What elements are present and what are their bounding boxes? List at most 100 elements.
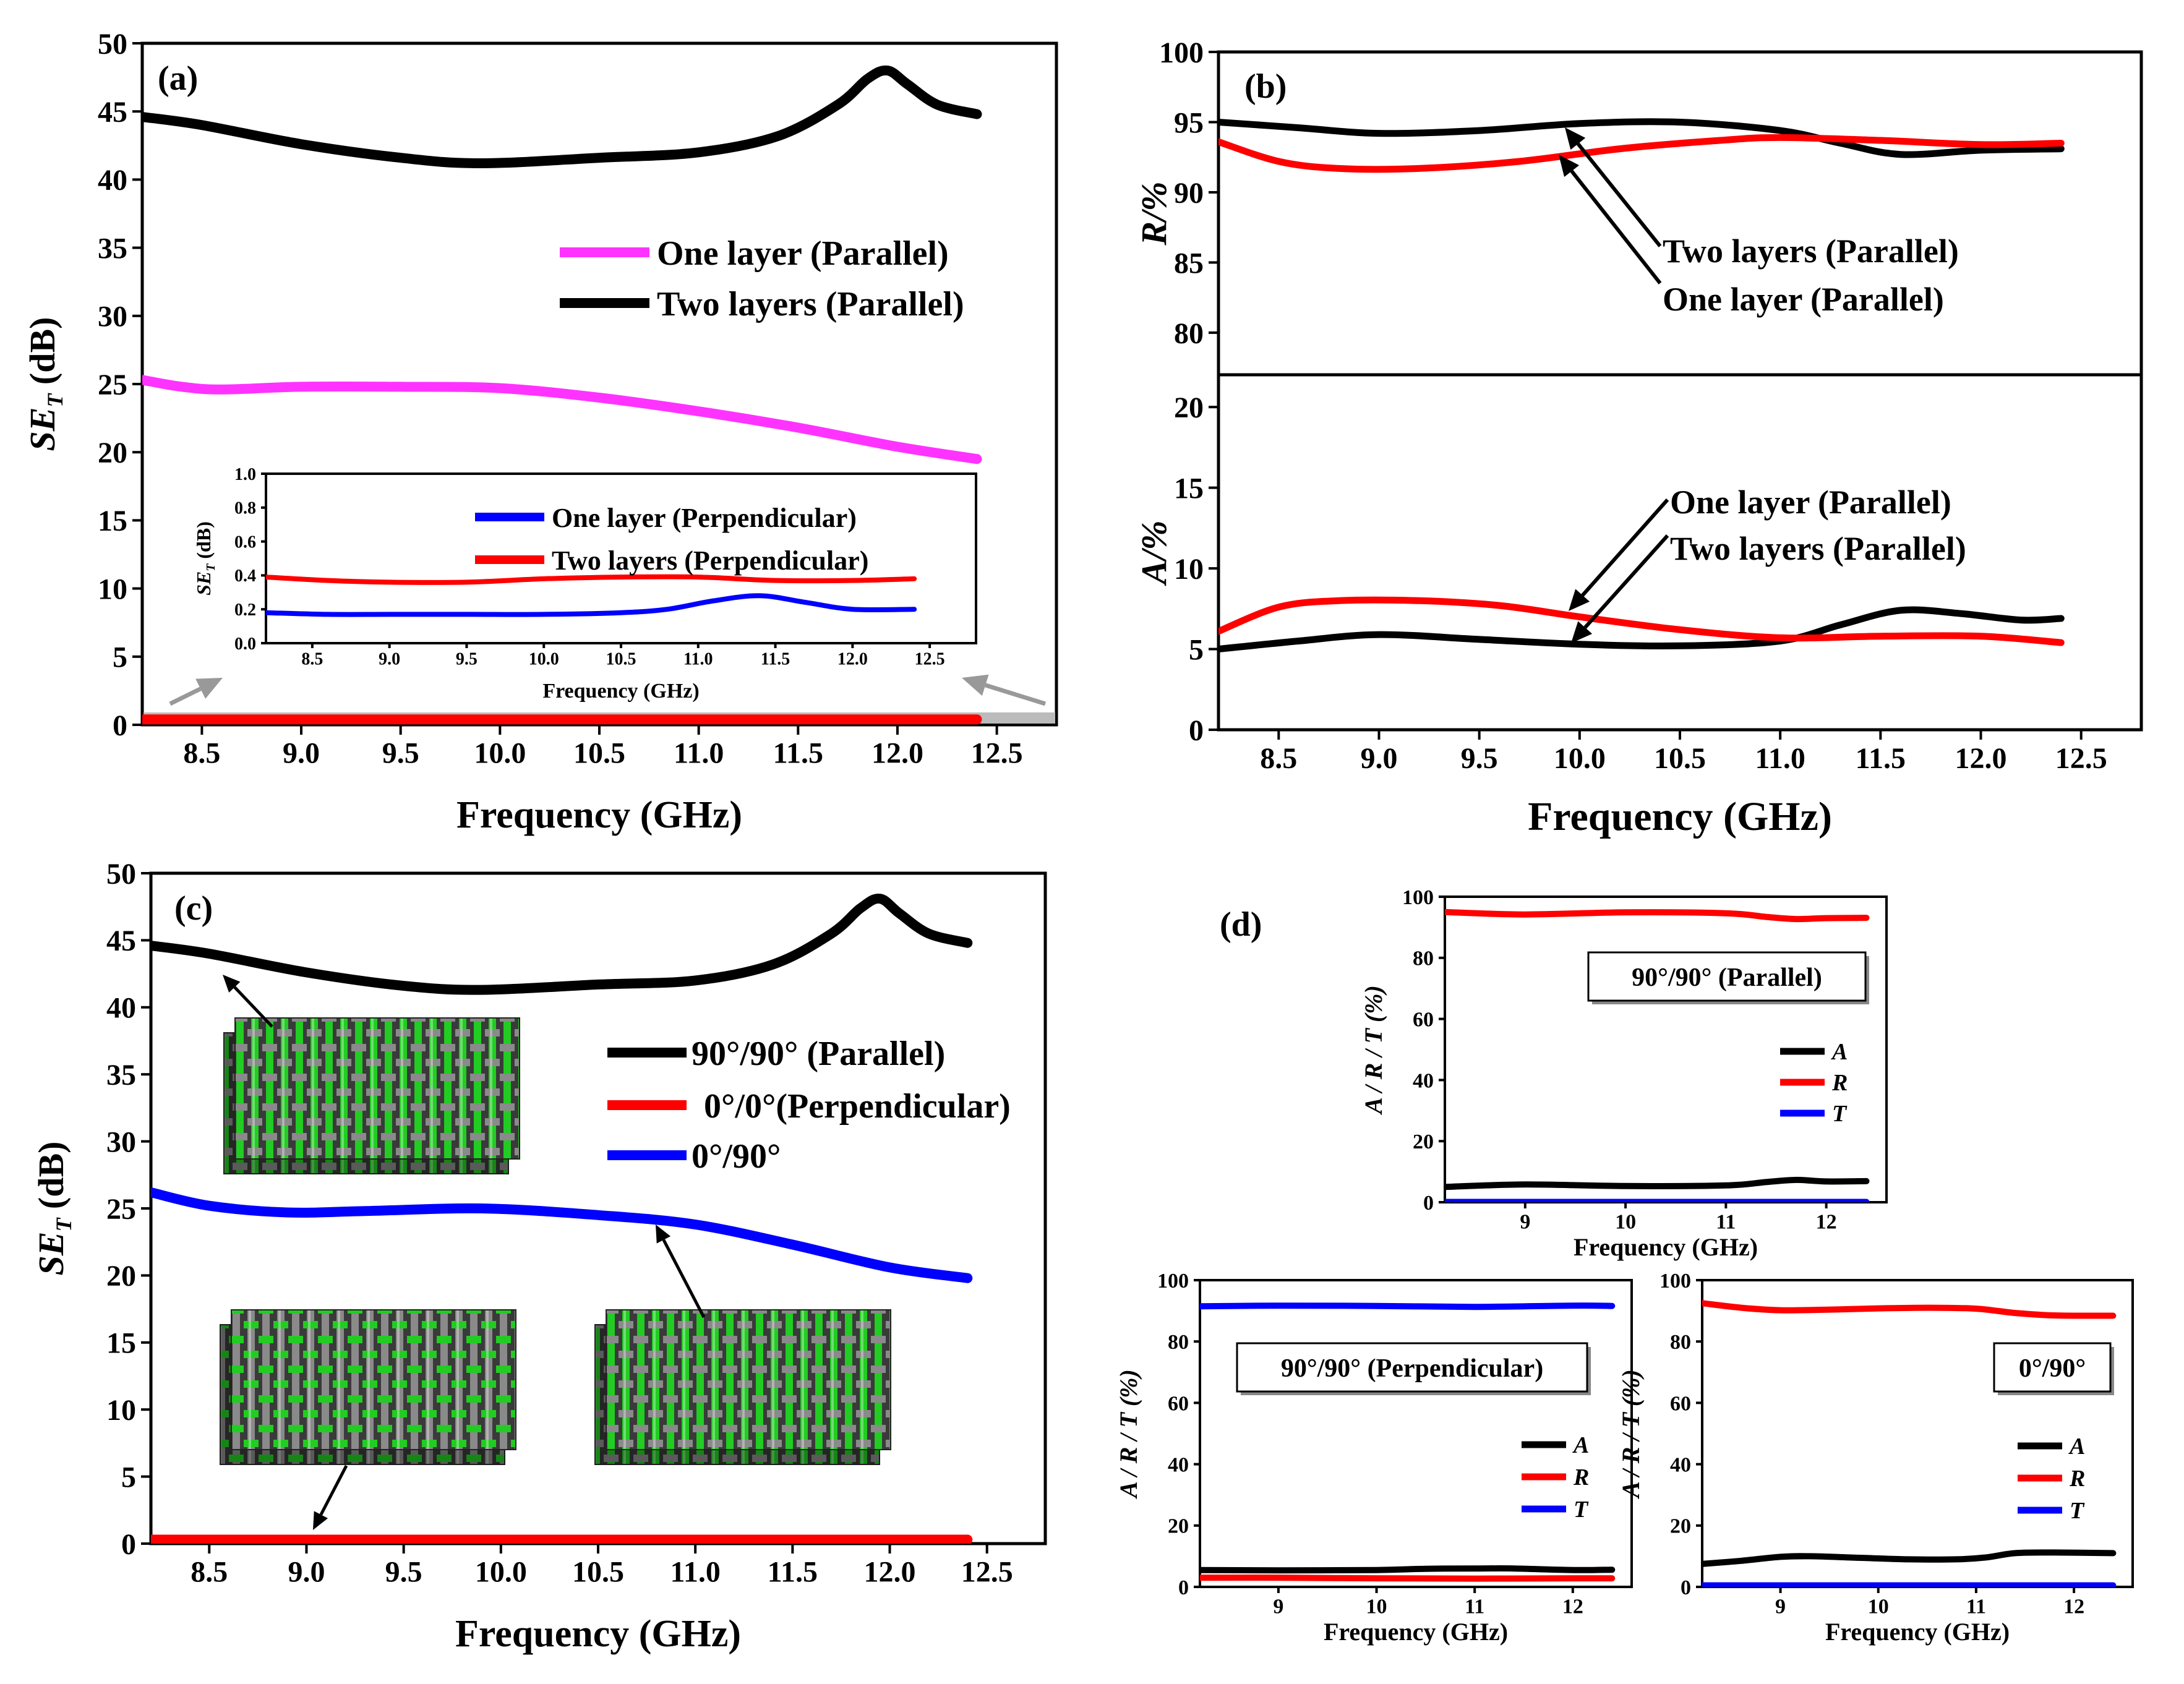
y-tick-label: 20 xyxy=(1670,1515,1691,1538)
x-tick-label: 12.0 xyxy=(864,1556,916,1589)
y-tick-label: 60 xyxy=(1670,1392,1691,1415)
x-tick-label: 11.5 xyxy=(768,1556,818,1589)
annotation-arrow-head xyxy=(1571,621,1593,643)
x-tick-label: 10 xyxy=(1615,1210,1636,1233)
y-tick-label: 20 xyxy=(1413,1131,1434,1153)
legend-label: One layer (Parallel) xyxy=(657,234,949,273)
ylabel-main: SE xyxy=(22,408,62,451)
annotation-arrow-head xyxy=(313,1511,328,1530)
y-tick-label: 20 xyxy=(1168,1515,1189,1538)
annotation-arrow-head xyxy=(1565,127,1586,150)
y-tick-label: 45 xyxy=(106,925,136,957)
panel-b-label: (b) xyxy=(1244,67,1287,106)
x-tick-label: 11 xyxy=(1465,1595,1484,1618)
x-tick-label: 12.0 xyxy=(871,737,923,770)
y-tick-label: 35 xyxy=(98,232,127,265)
y-tick-label: 90 xyxy=(1174,177,1204,210)
series-line xyxy=(1445,1176,1870,1190)
x-tick-label: 8.5 xyxy=(191,1556,228,1589)
x-tick-label: 12.5 xyxy=(971,737,1023,770)
x-tick-label: 11.5 xyxy=(761,650,790,669)
ylabel-sub: T xyxy=(204,563,218,571)
x-tick-label: 8.5 xyxy=(183,737,220,770)
series-line xyxy=(142,375,982,464)
subplot-title-box xyxy=(1993,1342,2112,1393)
series-line xyxy=(266,574,917,585)
subplot-xlabel: Frequency (GHz) xyxy=(1324,1618,1508,1646)
ylabel-unit: (dB) xyxy=(22,317,62,394)
series-line xyxy=(142,65,982,168)
annotation-arrow-head xyxy=(656,1225,671,1244)
x-tick-label: 10.0 xyxy=(474,737,526,770)
y-tick-label: 50 xyxy=(106,858,136,891)
legend-label: 90°/90° (Parallel) xyxy=(692,1035,945,1073)
ylabel-main: SE xyxy=(31,1232,71,1276)
annotation-label: One layer (Parallel) xyxy=(1670,484,1951,521)
legend-label: 0°/90° xyxy=(692,1137,781,1176)
x-tick-label: 9.0 xyxy=(283,737,320,770)
subplot-legend-label: A xyxy=(2068,1434,2085,1460)
ylabel-main: SE xyxy=(192,571,215,596)
annotation-arrow-shaft xyxy=(1570,169,1662,284)
y-tick-label: 0.8 xyxy=(234,499,256,518)
y-tick-label: 5 xyxy=(1189,634,1204,667)
y-tick-label: 100 xyxy=(1659,1270,1691,1293)
x-tick-label: 10.0 xyxy=(529,650,559,669)
subplot-frame xyxy=(1199,1279,1633,1588)
x-tick-label: 12.5 xyxy=(915,650,945,669)
y-tick-label: 5 xyxy=(113,641,127,674)
subplot-legend-label: T xyxy=(2070,1498,2085,1524)
x-tick-label: 10.5 xyxy=(606,650,636,669)
annotation-label: Two layers (Parallel) xyxy=(1670,530,1966,567)
y-tick-label: 0.4 xyxy=(234,566,256,586)
panel-d-label: (d) xyxy=(1220,905,1262,944)
y-tick-label: 10 xyxy=(1174,553,1204,586)
panel-c-ylabel: SET (dB) xyxy=(31,1142,76,1276)
x-tick-label: 9 xyxy=(1520,1210,1530,1233)
subplot-legend-label: R xyxy=(1573,1464,1589,1490)
y-tick-label: 100 xyxy=(1159,36,1204,69)
series-line xyxy=(1200,1565,1616,1574)
ylabel-unit: (dB) xyxy=(192,521,215,563)
series-line xyxy=(1218,118,2065,158)
subplot-ylabel: A / R / T (%) xyxy=(1617,1369,1645,1500)
series-line xyxy=(151,894,973,995)
inset-ylabel: SET (dB) xyxy=(192,521,218,596)
x-tick-label: 10 xyxy=(1868,1595,1889,1618)
x-tick-label: 11.0 xyxy=(1755,742,1805,775)
annotation-arrow-head xyxy=(1559,155,1580,177)
y-tick-label: 0.0 xyxy=(234,635,256,654)
x-tick-label: 8.5 xyxy=(1260,742,1297,775)
series-line xyxy=(1218,596,2065,646)
y-tick-label: 60 xyxy=(1413,1009,1434,1032)
y-tick-label: 0 xyxy=(1681,1576,1691,1599)
annotation-arrow-head xyxy=(1569,589,1590,611)
y-tick-label: 80 xyxy=(1168,1331,1189,1354)
x-tick-label: 10.0 xyxy=(1554,742,1606,775)
y-tick-label: 35 xyxy=(106,1059,136,1092)
x-tick-label: 12.5 xyxy=(961,1556,1013,1589)
x-tick-label: 12.0 xyxy=(1955,742,2007,775)
y-tick-label: 50 xyxy=(98,28,127,61)
subplot-legend-label: R xyxy=(1831,1070,1848,1096)
x-tick-label: 9 xyxy=(1775,1595,1786,1618)
subplot-title: 90°/90° (Perpendicular) xyxy=(1281,1354,1543,1383)
x-tick-label: 11.0 xyxy=(674,737,724,770)
y-tick-label: 85 xyxy=(1174,247,1204,280)
y-tick-label: 95 xyxy=(1174,106,1204,139)
annotation-arrow-head xyxy=(195,678,223,699)
ylabel-sub: T xyxy=(43,393,67,408)
annotation-arrow-shaft xyxy=(1581,498,1669,597)
inset-legend-label: One layer (Perpendicular) xyxy=(552,503,857,533)
x-tick-label: 12 xyxy=(1816,1210,1837,1233)
panel-b-xlabel: Frequency (GHz) xyxy=(1528,794,1832,839)
annotation-arrow-head xyxy=(223,975,241,993)
y-tick-label: 10 xyxy=(98,573,127,605)
subplot-legend-label: T xyxy=(1574,1497,1589,1523)
legend-label: Two layers (Parallel) xyxy=(657,285,964,323)
y-tick-label: 100 xyxy=(1402,886,1434,909)
panel-c-xlabel: Frequency (GHz) xyxy=(455,1613,741,1655)
weave-layer-front xyxy=(231,1309,516,1450)
y-tick-label: 0 xyxy=(113,709,127,742)
